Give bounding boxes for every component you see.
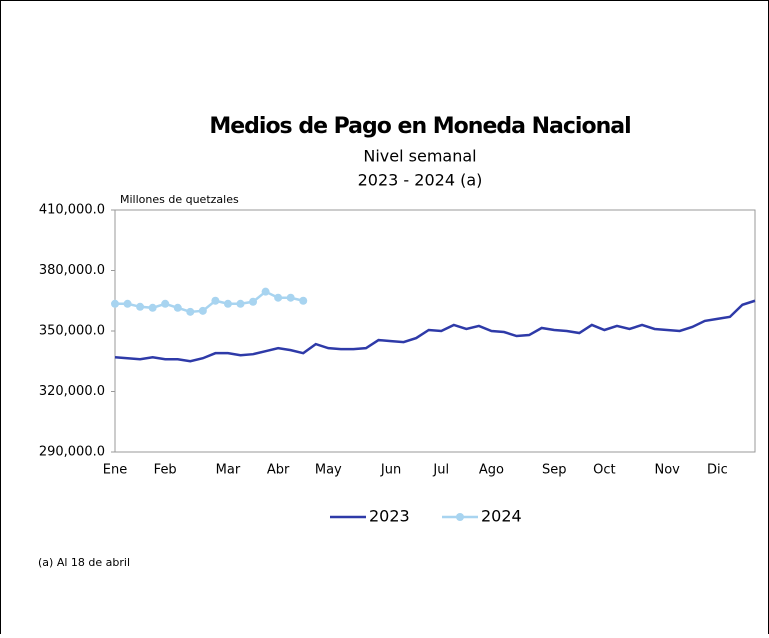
x-tick-label: Ene bbox=[103, 463, 127, 478]
x-tick-label: Jul bbox=[432, 463, 449, 478]
footnote: (a) Al 18 de abril bbox=[38, 556, 130, 569]
point bbox=[236, 299, 245, 308]
x-tick-label: Sep bbox=[542, 463, 567, 478]
line-series bbox=[114, 299, 756, 363]
y-tick-label: 350,000.0 bbox=[39, 324, 105, 339]
legend-label: 2024 bbox=[481, 507, 522, 526]
point bbox=[136, 302, 145, 311]
point bbox=[274, 293, 283, 302]
y-tick-label: 320,000.0 bbox=[39, 384, 105, 399]
x-tick-label: Oct bbox=[593, 463, 615, 478]
point bbox=[173, 303, 182, 312]
point bbox=[299, 296, 308, 305]
point bbox=[261, 287, 270, 296]
point bbox=[211, 296, 220, 305]
point bbox=[186, 307, 195, 316]
x-tick-label: Ago bbox=[479, 463, 504, 478]
legend-marker bbox=[456, 513, 464, 521]
point bbox=[148, 303, 157, 312]
point bbox=[223, 299, 232, 308]
point bbox=[161, 299, 170, 308]
chart-subtitle: 2023 - 2024 (a) bbox=[358, 171, 483, 190]
point bbox=[198, 306, 207, 315]
point bbox=[286, 293, 295, 302]
y-tick-label: 380,000.0 bbox=[39, 263, 105, 278]
legend-label: 2023 bbox=[369, 507, 410, 526]
x-tick-label: Dic bbox=[707, 463, 728, 478]
y-axis-label: Millones de quetzales bbox=[120, 193, 239, 206]
point bbox=[111, 299, 119, 308]
line-series bbox=[115, 290, 304, 314]
point bbox=[249, 297, 258, 306]
y-tick-label: 290,000.0 bbox=[39, 445, 105, 460]
x-tick-label: Jun bbox=[380, 463, 401, 478]
y-tick-label: 410,000.0 bbox=[39, 203, 105, 218]
x-tick-label: Feb bbox=[154, 463, 177, 478]
x-tick-label: Nov bbox=[654, 463, 680, 478]
point bbox=[123, 299, 132, 308]
x-tick-label: Abr bbox=[267, 463, 290, 478]
x-tick-label: May bbox=[315, 463, 342, 478]
x-tick-label: Mar bbox=[216, 463, 241, 478]
chart-subtitle: Nivel semanal bbox=[363, 147, 476, 166]
chart-title: Medios de Pago en Moneda Nacional bbox=[209, 114, 630, 139]
